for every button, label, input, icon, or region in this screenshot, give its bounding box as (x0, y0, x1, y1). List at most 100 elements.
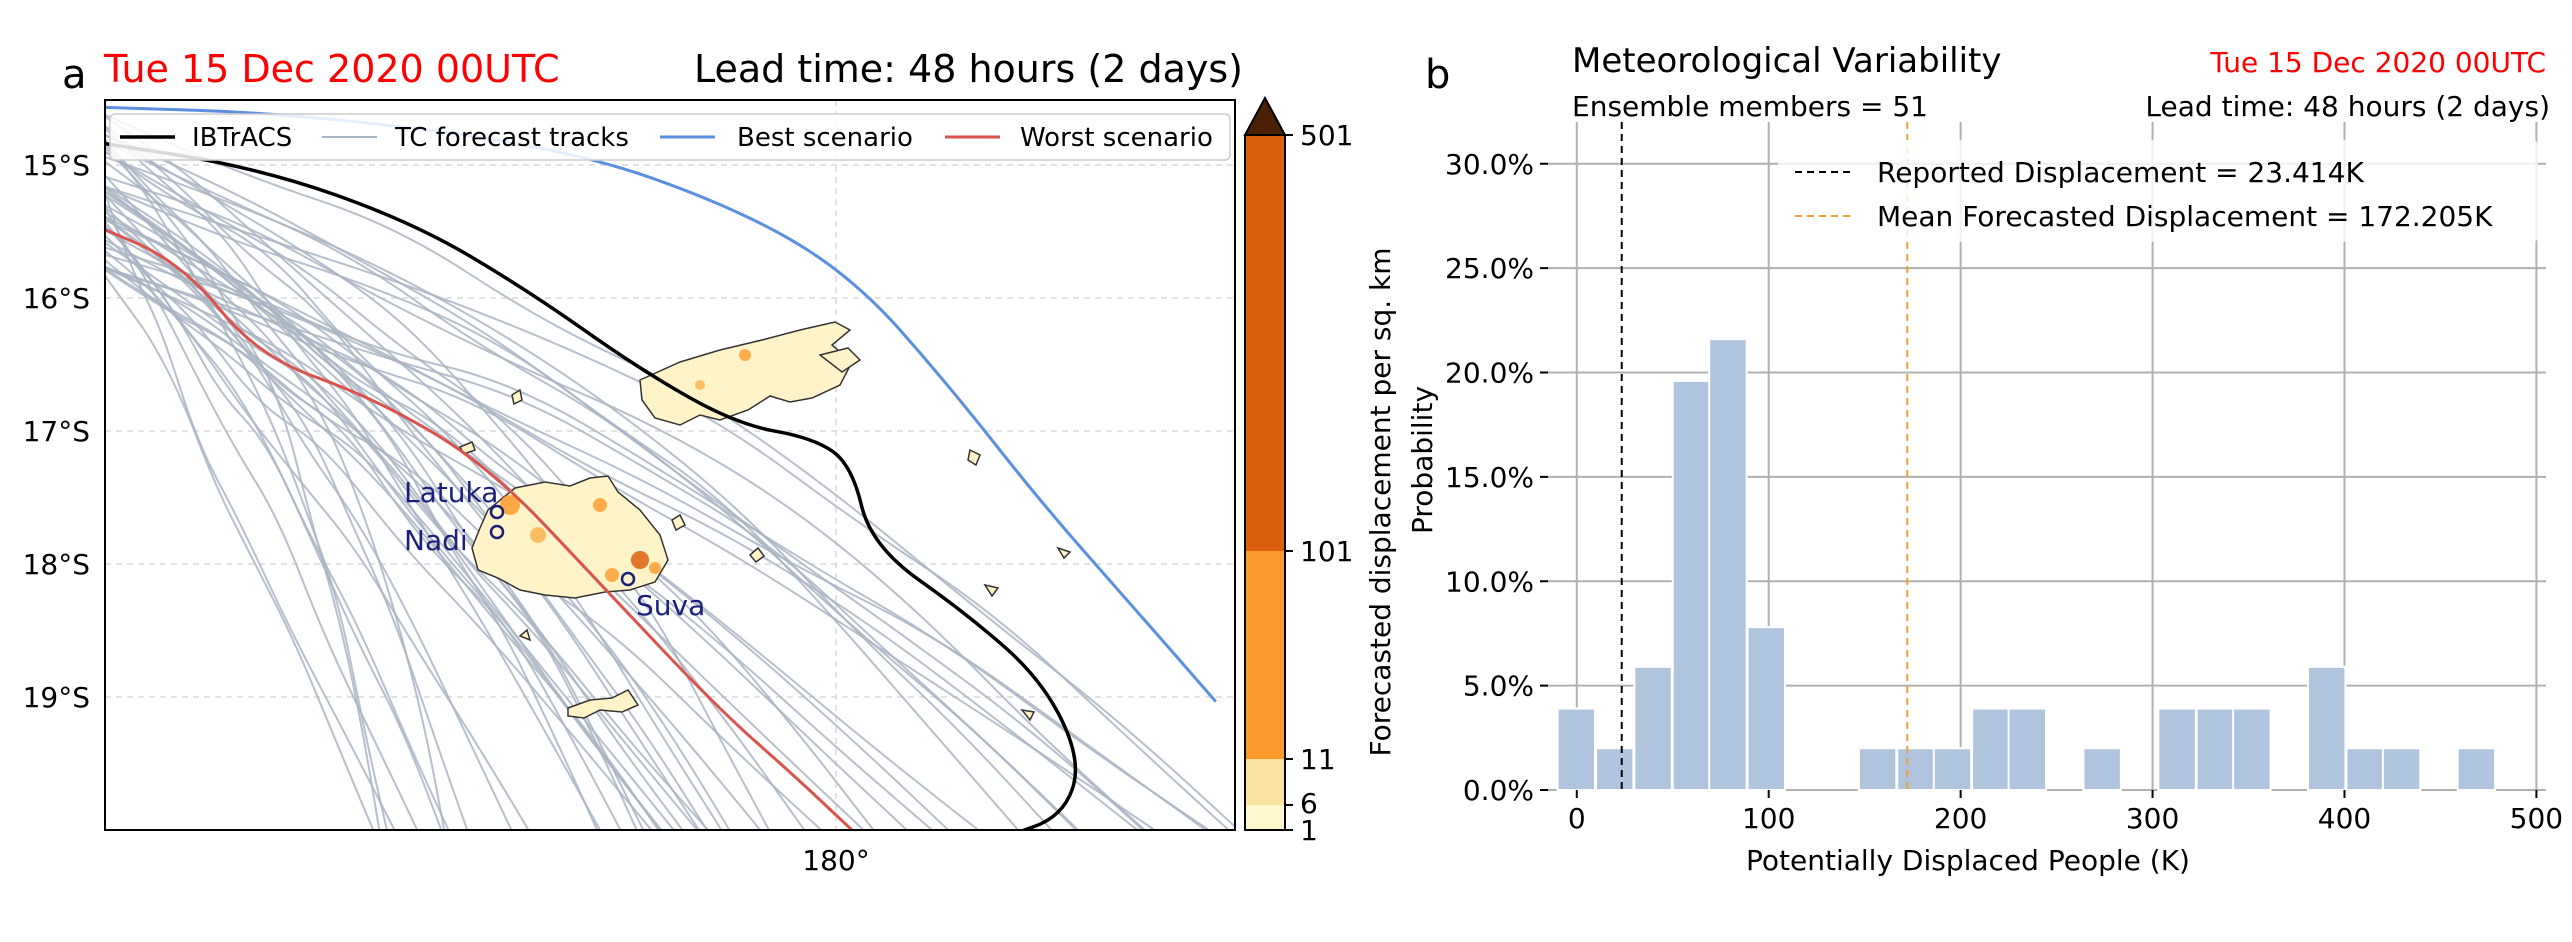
lat-tick: 18°S (23, 548, 90, 581)
viti-levu (471, 475, 669, 599)
x-tick-label: 500 (2510, 802, 2563, 835)
forecast-track (105, 190, 762, 830)
histogram-bar (2307, 665, 2347, 792)
forecast-track (105, 268, 823, 830)
forecast-track (105, 241, 622, 830)
histogram-y-ticks: 0.0% 5.0% 10.0% 15.0% 20.0% 25.0% 30.0% (1445, 148, 1548, 807)
lat-tick: 15°S (23, 149, 90, 182)
colorbar-tick-label: 501 (1300, 119, 1353, 152)
forecast-track (105, 215, 950, 830)
colorbar-tick-label: 6 (1300, 787, 1318, 820)
forecast-track (105, 173, 469, 830)
map-lon-tick: 180° (802, 844, 869, 877)
legend-best-label: Best scenario (737, 123, 913, 153)
place-label-suva: Suva (636, 589, 705, 622)
y-tick-label: 0.0% (1463, 774, 1534, 807)
map-legend: IBTrACS TC forecast tracks Best scenario… (109, 113, 1231, 161)
x-tick-label: 300 (2126, 802, 2179, 835)
forecast-track (105, 234, 653, 830)
forecast-track (105, 265, 645, 830)
ibtracs-line (105, 141, 1078, 830)
histogram-bar (2007, 707, 2048, 792)
x-tick-label: 200 (1934, 802, 1987, 835)
legend-mean-label: Mean Forecasted Displacement = 172.205K (1877, 200, 2493, 233)
small-island-4 (967, 448, 981, 467)
histogram-bar (2195, 707, 2236, 792)
map-frame (104, 99, 1236, 831)
histogram-bar (2456, 747, 2497, 791)
panel-b-label: b (1425, 52, 1450, 98)
legend-ibtracs-label: IBTrACS (192, 123, 292, 153)
histogram-bar (2345, 747, 2385, 791)
map-background (105, 100, 1235, 830)
colorbar-tick-label: 11 (1300, 743, 1336, 776)
small-island-2 (511, 388, 523, 406)
histogram-bar (2157, 707, 2197, 792)
small-island-6 (983, 583, 1000, 598)
colorbar: 501 101 11 6 1 Forecasted displacement p… (1243, 95, 1397, 847)
forecast-track (105, 160, 684, 830)
histogram-bar (1857, 747, 1898, 791)
map-lat-ticks: 15°S 16°S 17°S 18°S 19°S (23, 149, 90, 714)
forecast-track (105, 274, 375, 830)
histogram-y-label: Probability (1406, 386, 1439, 534)
histogram-bars (1556, 338, 2497, 792)
forecast-track (105, 258, 676, 830)
y-tick-label: 5.0% (1463, 670, 1534, 703)
displacement-hotspots (500, 349, 751, 582)
forecast-track (105, 115, 806, 830)
map-gridlines (105, 100, 1235, 830)
forecast-track (105, 127, 602, 830)
histogram-bar (2082, 747, 2122, 791)
panel-b-date: Tue 15 Dec 2020 00UTC (2209, 46, 2546, 79)
colorbar-tick-label: 101 (1300, 535, 1353, 568)
lat-tick: 17°S (23, 415, 90, 448)
colorbar-tick-marks (1285, 134, 1293, 831)
y-tick-label: 15.0% (1445, 461, 1534, 494)
forecast-track (105, 155, 1054, 830)
histogram-bar (1671, 379, 1712, 791)
histogram-bar (1633, 665, 1673, 792)
x-tick-label: 100 (1742, 802, 1795, 835)
forecast-track (105, 189, 599, 830)
ovalau (671, 513, 686, 532)
histogram-legend-box (1778, 140, 2538, 242)
histogram-bar (1556, 707, 1597, 792)
y-tick-label: 25.0% (1445, 252, 1534, 285)
histogram-bar (1971, 707, 2011, 792)
colorbar-frame (1244, 134, 1286, 831)
small-island-7 (1020, 708, 1036, 722)
histogram-bar (2381, 747, 2422, 791)
forecast-track (105, 141, 388, 830)
forecast-track (105, 175, 1147, 830)
forecast-track (105, 204, 638, 830)
forecast-track (105, 216, 699, 830)
panel-a-label: a (62, 52, 87, 98)
colorbar-extend-arrow (1243, 95, 1287, 136)
panel-b-ensemble: Ensemble members = 51 (1572, 90, 1928, 123)
worst-scenario-line (105, 228, 853, 830)
lat-tick: 16°S (23, 282, 90, 315)
forecast-track (105, 246, 1211, 830)
legend-reported-label: Reported Displacement = 23.414K (1877, 156, 2364, 189)
forecast-track (105, 238, 980, 830)
histogram-x-ticks: 0 100 200 300 400 500 (1568, 790, 2563, 835)
panel-a-date: Tue 15 Dec 2020 00UTC (103, 47, 560, 91)
forecast-track (105, 150, 875, 830)
forecast-track (105, 140, 1078, 830)
legend-worst-label: Worst scenario (1020, 123, 1213, 153)
panel-b-lead-time: Lead time: 48 hours (2 days) (2145, 90, 2550, 123)
histogram-bar (1746, 626, 1787, 791)
y-tick-label: 20.0% (1445, 357, 1534, 390)
colorbar-bin-6-11 (1245, 759, 1285, 805)
x-tick-label: 0 (1568, 802, 1586, 835)
forecast-track (105, 220, 450, 830)
y-tick-label: 10.0% (1445, 565, 1534, 598)
colorbar-label: Forecasted displacement per sq. km (1364, 247, 1397, 756)
panel-b: b Meteorological Variability Ensemble me… (1406, 41, 2563, 877)
nadi-marker (489, 524, 505, 540)
small-island-5 (1056, 546, 1072, 560)
taveuni (818, 347, 862, 373)
legend-forecast-label: TC forecast tracks (394, 123, 629, 153)
x-tick-label: 400 (2318, 802, 2371, 835)
